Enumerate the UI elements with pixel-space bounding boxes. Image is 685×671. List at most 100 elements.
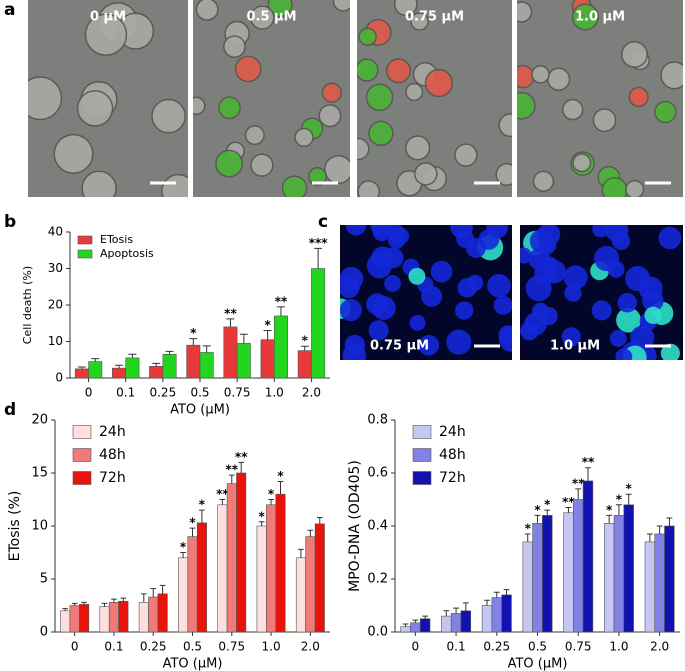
significance: **	[582, 455, 595, 469]
error-bar	[493, 591, 500, 598]
panel-letter: c	[318, 212, 328, 232]
cell	[357, 137, 370, 161]
significance: **	[275, 294, 288, 308]
bar	[256, 525, 267, 633]
error-bar	[263, 330, 272, 340]
bar	[314, 523, 325, 633]
cell	[393, 0, 418, 17]
significance: *	[626, 482, 633, 496]
x-tick-label: 1.0	[609, 640, 628, 654]
bar	[522, 541, 533, 633]
cell	[418, 334, 440, 356]
cell	[368, 120, 394, 147]
significance: *	[544, 498, 551, 512]
cell	[621, 40, 648, 68]
legend-label: Apoptosis	[100, 247, 154, 260]
bar	[187, 536, 198, 633]
bar	[217, 504, 228, 633]
cell	[332, 0, 350, 12]
y-tick-label: 0	[55, 371, 63, 385]
cell	[625, 179, 645, 197]
cell	[615, 348, 633, 360]
significance: **	[224, 306, 237, 320]
significance: *	[180, 540, 187, 554]
error-bar	[646, 533, 653, 542]
legend-label: 72h	[439, 470, 466, 486]
cell	[234, 55, 262, 83]
cell	[195, 0, 219, 21]
cell	[498, 113, 512, 138]
error-bar	[111, 598, 117, 603]
y-axis-title: MPO-DNA (OD405)	[347, 460, 363, 592]
micrograph-content	[357, 0, 512, 197]
y-tick-label: 20	[31, 413, 48, 428]
significance: *	[268, 487, 275, 501]
y-tick-label: 30	[48, 261, 63, 275]
error-bar	[314, 247, 323, 269]
cell	[524, 312, 547, 336]
cell	[609, 330, 627, 347]
error-bar	[180, 552, 186, 558]
error-bar	[189, 527, 196, 537]
error-bar	[81, 601, 87, 605]
error-bar	[152, 362, 161, 367]
bar	[623, 504, 634, 633]
image-label: 0.75 μM	[370, 339, 429, 354]
cell	[546, 67, 571, 91]
error-bar	[666, 517, 673, 526]
bar	[99, 606, 110, 633]
cell	[446, 329, 472, 355]
bar	[311, 268, 326, 379]
significance: **	[226, 463, 239, 477]
x-tick-label: 1.0	[265, 386, 284, 400]
cell	[161, 173, 188, 197]
cell	[151, 98, 186, 134]
error-bar	[565, 506, 572, 513]
error-bar	[462, 602, 469, 611]
cell	[454, 143, 478, 167]
cell	[371, 246, 394, 269]
cell	[267, 0, 293, 18]
bar	[157, 593, 168, 633]
cell	[531, 65, 550, 84]
error-bar	[120, 597, 127, 602]
micrograph: 1.0 μM	[517, 0, 683, 197]
x-axis-title: ATO (μM)	[170, 403, 230, 418]
error-bar	[606, 514, 613, 524]
bar	[501, 594, 512, 633]
y-tick-label: 10	[48, 334, 63, 348]
cell	[612, 232, 631, 251]
image-label: 1.0 μM	[575, 10, 625, 25]
error-bar	[150, 588, 157, 598]
x-tick-label: 0	[71, 640, 79, 654]
legend-swatch	[72, 448, 92, 462]
x-tick-label: 0.5	[183, 640, 202, 654]
error-bar	[544, 509, 551, 516]
y-tick-label: 15	[31, 466, 48, 481]
cell	[53, 133, 94, 174]
legend-swatch	[72, 471, 92, 485]
bar	[138, 602, 149, 633]
legend-swatch	[412, 471, 432, 485]
error-bar	[165, 350, 174, 355]
error-bar	[219, 499, 226, 505]
bar	[236, 472, 247, 633]
bar	[273, 315, 288, 379]
y-tick-label: 10	[31, 519, 48, 534]
significance: *	[534, 503, 541, 517]
cell	[638, 276, 663, 301]
cell	[534, 263, 555, 284]
error-bar	[316, 517, 323, 524]
cell	[405, 82, 424, 102]
error-bar	[503, 589, 510, 595]
bar	[613, 515, 625, 633]
error-bar	[625, 493, 632, 505]
x-tick-label: 0.5	[190, 386, 209, 400]
cell	[81, 170, 117, 197]
image-bg	[517, 0, 683, 197]
x-tick-label: 0	[412, 640, 420, 654]
error-bar	[615, 504, 622, 516]
significance: **	[572, 476, 585, 490]
error-bar	[226, 318, 235, 327]
error-bar	[443, 610, 450, 617]
